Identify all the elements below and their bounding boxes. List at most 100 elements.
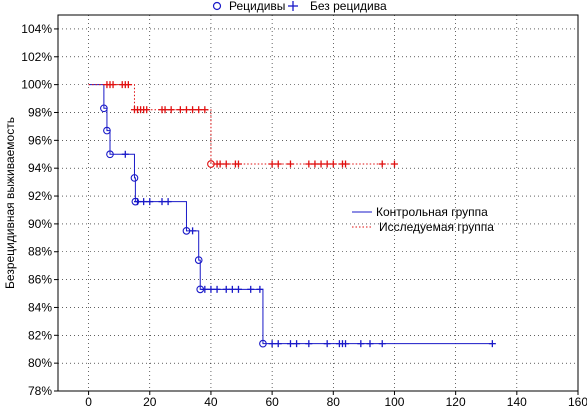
event-marker xyxy=(130,174,139,182)
censored-marker xyxy=(378,340,386,348)
censored-marker xyxy=(222,160,230,168)
censored-marker xyxy=(234,160,242,168)
event-marker xyxy=(131,197,140,206)
censored-marker xyxy=(293,340,301,348)
y-tick-label: 98% xyxy=(28,105,52,119)
y-tick-label: 88% xyxy=(28,245,52,259)
censored-marker xyxy=(323,340,331,348)
y-tick-label: 104% xyxy=(21,22,52,36)
y-tick-label: 94% xyxy=(28,161,52,175)
censored-marker xyxy=(222,285,230,293)
event-marker xyxy=(100,104,108,113)
y-tick-label: 80% xyxy=(28,356,52,370)
censored-marker xyxy=(124,81,132,89)
censored-marker xyxy=(216,160,224,168)
x-tick-label: 80 xyxy=(327,395,341,408)
censored-marker xyxy=(228,285,236,293)
x-tick-label: 140 xyxy=(507,395,527,408)
censored-marker xyxy=(158,198,166,206)
marker-legend: Рецидивы Без рецидива xyxy=(212,0,387,13)
y-tick-label: 86% xyxy=(28,273,52,287)
legend-plus-marker xyxy=(288,1,298,11)
censored-marker xyxy=(189,106,197,114)
censored-marker xyxy=(274,340,282,348)
censored-marker xyxy=(247,285,255,293)
censored-marker xyxy=(305,160,313,168)
censored-marker xyxy=(366,340,374,348)
event-marker xyxy=(103,126,111,135)
series-layer xyxy=(88,81,496,348)
x-axis-ticks: 0 20 40 60 80 100 120 140 160 xyxy=(85,391,587,408)
event-marker xyxy=(182,227,191,235)
censored-marker xyxy=(390,160,398,168)
y-tick-label: 102% xyxy=(21,50,52,64)
censored-marker xyxy=(146,198,154,206)
x-tick-label: 0 xyxy=(85,395,92,408)
x-tick-label: 100 xyxy=(384,395,404,408)
plot-frame xyxy=(57,14,579,392)
legend-circle-marker xyxy=(212,1,222,11)
legend-study-label: Исследуемая группа xyxy=(379,220,494,234)
event-marker xyxy=(196,285,205,294)
legend-relapse-label: Рецидивы xyxy=(229,0,285,13)
censored-marker xyxy=(268,160,276,168)
legend-no-relapse-label: Без рецидива xyxy=(310,0,387,13)
censored-marker xyxy=(286,160,294,168)
censored-marker xyxy=(143,106,151,114)
censored-marker xyxy=(176,106,184,114)
x-tick-label: 160 xyxy=(568,395,587,408)
legend-control-label: Контрольная группа xyxy=(376,205,488,219)
x-tick-label: 60 xyxy=(265,395,279,408)
censored-marker xyxy=(207,285,215,293)
series-1 xyxy=(88,81,398,168)
y-tick-label: 90% xyxy=(28,217,52,231)
y-tick-label: 78% xyxy=(28,384,52,398)
x-tick-label: 120 xyxy=(446,395,466,408)
censored-marker xyxy=(342,340,350,348)
series-legend: Контрольная группа Исследуемая группа xyxy=(352,205,494,234)
censored-marker xyxy=(286,340,294,348)
y-axis-label: Безрецидивная выживаемость xyxy=(3,117,17,289)
censored-marker xyxy=(182,106,190,114)
censored-marker xyxy=(121,150,129,158)
y-tick-label: 82% xyxy=(28,328,52,342)
censored-marker xyxy=(357,340,365,348)
censored-marker xyxy=(140,198,148,206)
event-marker xyxy=(259,339,267,348)
censored-marker xyxy=(164,198,172,206)
x-tick-label: 40 xyxy=(204,395,218,408)
censored-marker xyxy=(378,160,386,168)
censored-marker xyxy=(323,160,331,168)
censored-marker xyxy=(234,285,242,293)
y-axis-ticks: 78% 80% 82% 84% 86% 88% 90% 92% 94% 96% 98% 100% 102… xyxy=(21,22,58,398)
censored-marker xyxy=(195,106,203,114)
series-0 xyxy=(88,84,496,348)
censored-marker xyxy=(213,285,221,293)
event-marker xyxy=(194,256,203,264)
censored-marker xyxy=(305,340,313,348)
censored-marker xyxy=(201,106,209,114)
x-tick-label: 20 xyxy=(143,395,157,408)
censored-marker xyxy=(201,285,209,293)
survival-step-line xyxy=(88,84,395,165)
censored-marker xyxy=(329,160,337,168)
y-tick-label: 96% xyxy=(28,133,52,147)
censored-marker xyxy=(109,81,117,89)
censored-marker xyxy=(274,160,282,168)
y-tick-label: 84% xyxy=(28,300,52,314)
y-tick-label: 92% xyxy=(28,189,52,203)
grid-lines xyxy=(58,15,579,392)
censored-marker xyxy=(311,160,319,168)
censored-marker xyxy=(161,106,169,114)
event-marker xyxy=(106,150,114,159)
censored-marker xyxy=(342,160,350,168)
censored-marker xyxy=(256,285,264,293)
y-tick-label: 100% xyxy=(21,78,52,92)
censored-marker xyxy=(317,160,325,168)
event-marker xyxy=(207,160,215,168)
survival-step-line xyxy=(88,84,493,345)
censored-marker xyxy=(167,106,175,114)
censored-marker xyxy=(268,340,276,348)
